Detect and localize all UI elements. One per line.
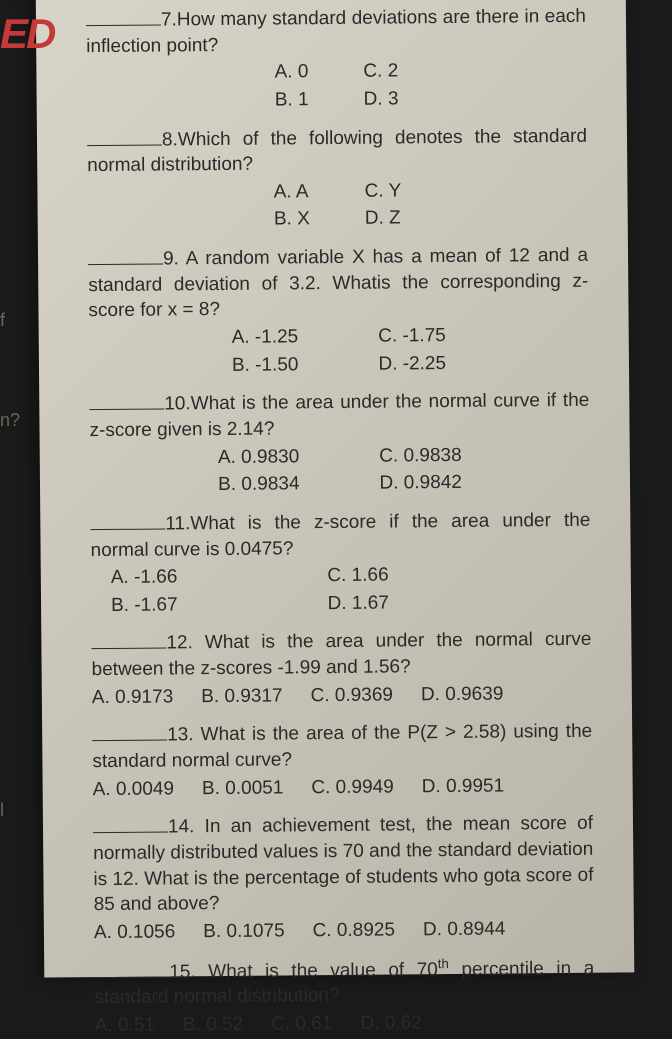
choice-c: C. 0.8925 [312,917,395,943]
choice-b: B. 0.9834 [218,472,300,498]
choice-b: B. 0.9317 [201,683,283,709]
choices: A. A B. X C. Y D. Z [87,177,587,235]
choice-b: B. -1.67 [111,592,178,618]
choices: A. 0.9173 B. 0.9317 C. 0.9369 D. 0.9639 [92,681,592,711]
choices: A. -1.66 B. -1.67 C. 1.66 D. 1.67 [91,561,591,619]
choice-c: C. 0.9838 [379,443,462,469]
choice-d: D. 0.9951 [422,773,505,799]
choice-a: A. 0.1056 [94,919,176,945]
choice-d: D. 3 [364,86,399,112]
choice-c: C. 0.9949 [311,774,394,800]
choice-b: B. X [274,207,310,233]
choices: A. 0 B. 1 C. 2 D. 3 [86,57,586,115]
choice-a: A. 0.0049 [93,776,175,802]
answer-blank [94,958,169,978]
choice-b: B. 0.52 [183,1012,243,1038]
choice-d: D. 0.8944 [423,916,506,942]
logo-fragment: ED [0,10,54,58]
question-text: 12. What is the area under the normal cu… [92,629,592,680]
question-text: 13. What is the area of the P(Z > 2.58) … [92,721,592,772]
choice-b: B. -1.50 [232,352,299,378]
question-15: 15. What is the value of 70th percentile… [94,953,595,1039]
choice-b: B. 0.0051 [202,775,284,801]
answer-blank [93,814,168,834]
choices: A. 0.1056 B. 0.1075 C. 0.8925 D. 0.8944 [94,916,594,946]
question-text: 11.What is the z-score if the area under… [90,510,590,561]
answer-blank [87,126,162,146]
answer-blank [89,391,164,411]
choice-a: A. A [274,179,310,205]
choice-c: C. 0.61 [271,1011,332,1037]
choice-d: D. -2.25 [378,351,446,377]
question-text: 14. In an achievement test, the mean sco… [93,813,593,915]
choice-c: C. 0.9369 [310,682,393,708]
question-7: 7.How many standard deviations are there… [86,3,587,115]
choice-d: D. 0.9639 [421,681,504,707]
question-11: 11.What is the z-score if the area under… [90,507,591,619]
choice-c: C. 1.66 [327,563,388,589]
edge-text: n? [0,410,20,431]
answer-blank [88,246,163,266]
question-text-pre: 15. What is the value of 70 [169,959,438,982]
question-10: 10.What is the area under the normal cur… [89,387,590,499]
choice-a: A. 0 [274,59,308,85]
choice-a: A. -1.66 [111,565,178,591]
choice-a: A. 0.9830 [218,444,300,470]
choice-c: C. -1.75 [378,323,446,349]
answer-blank [86,7,161,27]
choice-a: A. 0.9173 [92,684,174,710]
choices: A. 0.9830 B. 0.9834 C. 0.9838 D. 0.9842 [90,441,590,499]
question-9: 9. A random variable X has a mean of 12 … [88,242,589,380]
choices: A. -1.25 B. -1.50 C. -1.75 D. -2.25 [89,322,589,380]
answer-blank [91,630,166,650]
choices: A. 0.51 B. 0.52 C. 0.61 D. 0.62 [95,1009,595,1039]
choice-b: B. 0.1075 [203,918,285,944]
choice-b: B. 1 [275,87,309,113]
worksheet-page: 7.How many standard deviations are there… [36,0,635,978]
choice-d: D. Z [365,206,402,232]
question-14: 14. In an achievement test, the mean sco… [93,810,594,946]
question-text: 10.What is the area under the normal cur… [89,390,589,441]
choice-c: C. 2 [363,59,398,85]
edge-text: f [0,310,5,331]
choice-d: D. 0.62 [360,1010,421,1036]
choices: A. 0.0049 B. 0.0051 C. 0.9949 D. 0.9951 [93,772,593,802]
choice-a: A. -1.25 [232,324,299,350]
edge-text: l [0,800,4,821]
question-text-sup: th [438,956,449,971]
question-text: 8.Which of the following denotes the sta… [87,125,587,176]
choice-d: D. 0.9842 [379,470,462,496]
choice-c: C. Y [364,178,401,204]
question-text: 9. A random variable X has a mean of 12 … [88,245,588,322]
choice-a: A. 0.51 [95,1013,155,1039]
answer-blank [90,510,165,530]
question-13: 13. What is the area of the P(Z > 2.58) … [92,718,593,802]
question-12: 12. What is the area under the normal cu… [91,626,592,710]
question-text: 7.How many standard deviations are there… [86,6,586,57]
choice-d: D. 1.67 [327,590,388,616]
answer-blank [92,722,167,742]
question-8: 8.Which of the following denotes the sta… [87,122,588,234]
